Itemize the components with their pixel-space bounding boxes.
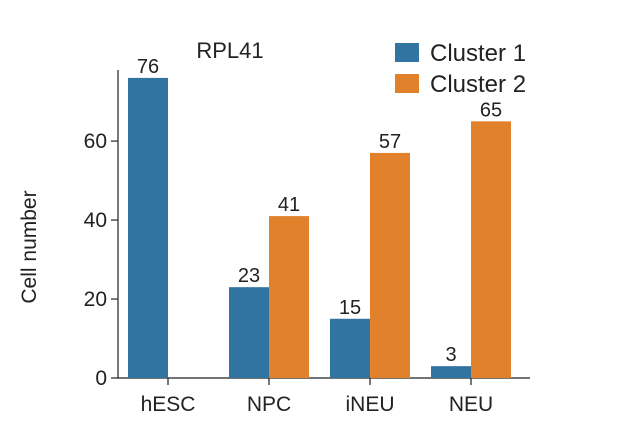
legend-swatch-1 [395, 43, 419, 62]
data-label: 65 [480, 99, 502, 121]
bar-1-neu [431, 366, 471, 378]
x-tick-label: iNEU [345, 393, 394, 416]
legend-label-1: Cluster 1 [430, 40, 526, 67]
legend: Cluster 1 Cluster 2 [395, 40, 526, 98]
data-label: 23 [238, 265, 260, 287]
x-tick-label: NPC [247, 393, 291, 416]
axes: 0 20 40 60 hESC NPC iNEU NEU [84, 70, 530, 416]
y-axis-label: Cell number [18, 190, 41, 303]
data-label: 3 [445, 344, 456, 366]
x-tick-label: hESC [141, 393, 196, 416]
data-label: 57 [379, 131, 401, 153]
data-labels: 76 23 15 3 41 57 65 [137, 56, 502, 366]
legend-label-2: Cluster 2 [430, 71, 526, 98]
data-label: 76 [137, 56, 159, 78]
y-tick-label: 0 [95, 367, 107, 390]
bar-2-neu [471, 121, 511, 378]
bar-2-npc [269, 216, 309, 378]
chart-title: RPL41 [196, 38, 263, 63]
bar-1-hesc [128, 77, 168, 379]
y-tick-label: 20 [84, 288, 107, 311]
legend-swatch-2 [395, 74, 419, 93]
bar-2-ineu [370, 152, 410, 378]
bar-1-npc [229, 287, 269, 378]
data-label: 41 [278, 194, 300, 216]
x-tick-label: NEU [449, 393, 493, 416]
bars [128, 77, 511, 379]
y-tick-label: 60 [84, 130, 107, 153]
data-label: 15 [339, 297, 361, 319]
bar-1-ineu [330, 318, 370, 378]
y-tick-label: 40 [84, 209, 107, 232]
